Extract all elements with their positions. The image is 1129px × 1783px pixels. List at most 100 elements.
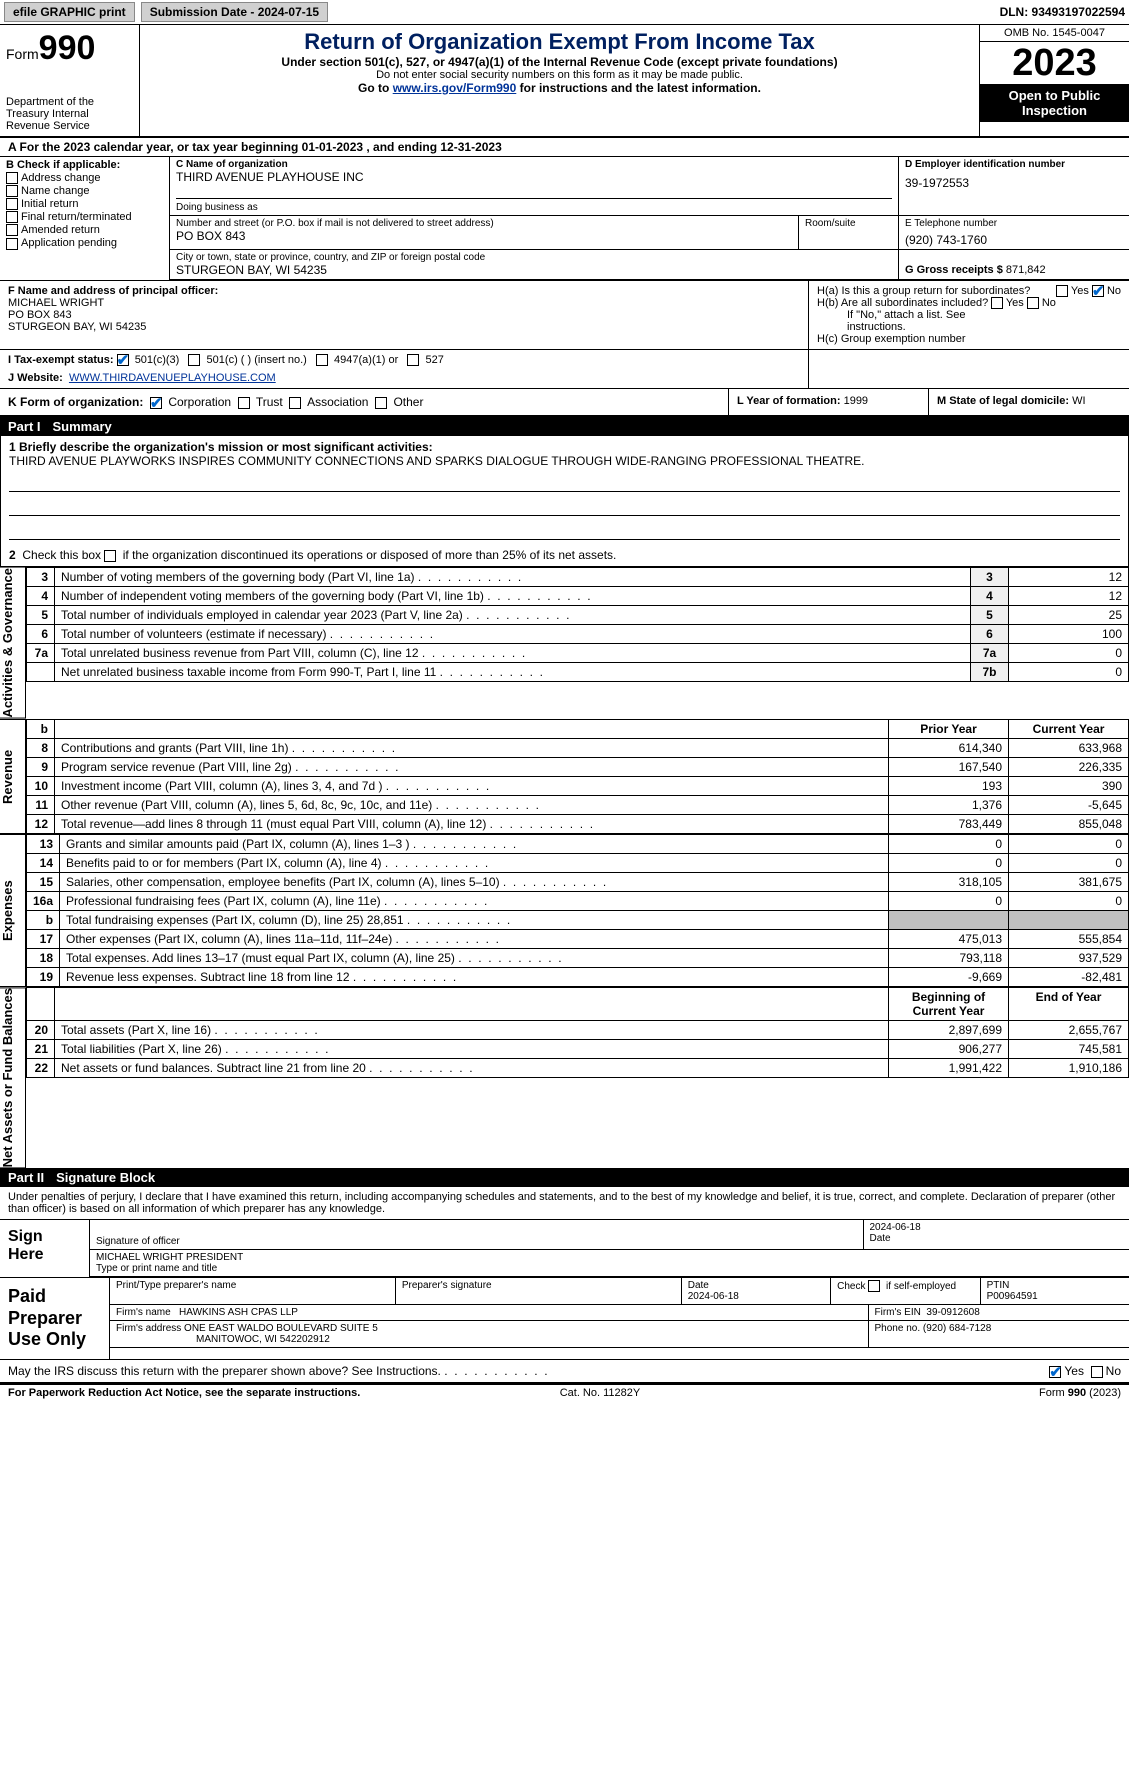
box-hc: H(c) Group exemption number xyxy=(817,333,1121,345)
ein-value: 39-1972553 xyxy=(905,176,1123,190)
firm-addr1: ONE EAST WALDO BOULEVARD SUITE 5 xyxy=(184,1323,378,1334)
discuss-yes[interactable] xyxy=(1049,1366,1061,1378)
table-row: 6Total number of volunteers (estimate if… xyxy=(27,625,1129,644)
chk-self-employed[interactable] xyxy=(868,1280,880,1292)
mission-text: THIRD AVENUE PLAYWORKS INSPIRES COMMUNIT… xyxy=(9,454,1120,468)
table-row: 5Total number of individuals employed in… xyxy=(27,606,1129,625)
officer-name: MICHAEL WRIGHT xyxy=(8,297,800,309)
chk-4947[interactable] xyxy=(316,354,328,366)
chk-527[interactable] xyxy=(407,354,419,366)
table-header-row: bPrior YearCurrent Year xyxy=(27,719,1129,738)
ha-no[interactable] xyxy=(1092,285,1104,297)
website-link[interactable]: WWW.THIRDAVENUEPLAYHOUSE.COM xyxy=(69,372,276,384)
hb-note: If "No," attach a list. See instructions… xyxy=(817,309,1121,333)
row-a-period: A For the 2023 calendar year, or tax yea… xyxy=(0,138,1129,157)
ha-yes[interactable] xyxy=(1056,285,1068,297)
side-governance: Activities & Governance xyxy=(0,567,26,719)
addr-lbl: Number and street (or P.O. box if mail i… xyxy=(176,218,792,229)
table-row: 8Contributions and grants (Part VIII, li… xyxy=(27,738,1129,757)
table-row: 9Program service revenue (Part VIII, lin… xyxy=(27,757,1129,776)
table-row: 13Grants and similar amounts paid (Part … xyxy=(27,834,1129,853)
room-lbl: Room/suite xyxy=(805,218,892,229)
chk-app-pending[interactable] xyxy=(6,238,18,250)
perjury-text: Under penalties of perjury, I declare th… xyxy=(0,1187,1129,1220)
hb-yes[interactable] xyxy=(991,297,1003,309)
table-row: 4Number of independent voting members of… xyxy=(27,587,1129,606)
dln-label: DLN: 93493197022594 xyxy=(1000,5,1125,19)
box-hb: H(b) Are all subordinates included? Yes … xyxy=(817,297,1121,309)
part1-header: Part I Summary xyxy=(0,417,1129,436)
addr-value: PO BOX 843 xyxy=(176,229,792,243)
chk-name-change[interactable] xyxy=(6,185,18,197)
org-name: THIRD AVENUE PLAYHOUSE INC xyxy=(176,170,892,184)
governance-section: Activities & Governance 3Number of votin… xyxy=(0,567,1129,719)
sign-here-lbl: Sign Here xyxy=(0,1220,90,1277)
chk-discontinued[interactable] xyxy=(104,550,116,562)
box-e-lbl: E Telephone number xyxy=(905,218,1123,229)
box-b: B Check if applicable: Address change Na… xyxy=(0,157,170,280)
table-row: Net unrelated business taxable income fr… xyxy=(27,663,1129,682)
city-lbl: City or town, state or province, country… xyxy=(176,252,892,263)
header-subtitle: Under section 501(c), 527, or 4947(a)(1)… xyxy=(148,55,971,69)
phone-value: (920) 743-1760 xyxy=(905,233,1123,247)
submission-date-button[interactable]: Submission Date - 2024-07-15 xyxy=(141,2,328,22)
footer: For Paperwork Reduction Act Notice, see … xyxy=(0,1384,1129,1401)
firm-phone: (920) 684-7128 xyxy=(923,1323,991,1334)
irs-link[interactable]: www.irs.gov/Form990 xyxy=(393,81,517,95)
header-goto: Go to www.irs.gov/Form990 for instructio… xyxy=(148,81,971,95)
side-netassets: Net Assets or Fund Balances xyxy=(0,987,26,1168)
revenue-section: Revenue bPrior YearCurrent Year8Contribu… xyxy=(0,719,1129,834)
table-row: 10Investment income (Part VIII, column (… xyxy=(27,776,1129,795)
chk-501c[interactable] xyxy=(188,354,200,366)
officer-sig-name: MICHAEL WRIGHT PRESIDENT xyxy=(96,1252,1123,1263)
box-c-name-lbl: C Name of organization xyxy=(176,159,892,170)
table-row: 16aProfessional fundraising fees (Part I… xyxy=(27,891,1129,910)
chk-corp[interactable] xyxy=(150,397,162,409)
side-revenue: Revenue xyxy=(0,719,26,834)
cat-no: Cat. No. 11282Y xyxy=(560,1387,641,1399)
chk-other[interactable] xyxy=(375,397,387,409)
chk-trust[interactable] xyxy=(238,397,250,409)
row-fh: F Name and address of principal officer:… xyxy=(0,281,1129,350)
netassets-section: Net Assets or Fund Balances Beginning of… xyxy=(0,987,1129,1168)
table-row: 20Total assets (Part X, line 16)2,897,69… xyxy=(27,1020,1129,1039)
box-d-lbl: D Employer identification number xyxy=(905,159,1123,170)
block-bcdeg: B Check if applicable: Address change Na… xyxy=(0,157,1129,281)
dept-label: Department of the Treasury Internal Reve… xyxy=(6,96,133,132)
paid-preparer-lbl: Paid Preparer Use Only xyxy=(0,1278,110,1359)
line2: 2 Check this box if the organization dis… xyxy=(9,548,1120,562)
table-row: 17Other expenses (Part IX, column (A), l… xyxy=(27,929,1129,948)
city-value: STURGEON BAY, WI 54235 xyxy=(176,263,892,277)
efile-print-button[interactable]: efile GRAPHIC print xyxy=(4,2,135,22)
sign-date: 2024-06-18 xyxy=(870,1222,1124,1233)
chk-amended-return[interactable] xyxy=(6,224,18,236)
table-header-row: Beginning of Current YearEnd of Year xyxy=(27,987,1129,1020)
table-row: bTotal fundraising expenses (Part IX, co… xyxy=(27,910,1129,929)
table-row: 19Revenue less expenses. Subtract line 1… xyxy=(27,967,1129,986)
chk-assoc[interactable] xyxy=(289,397,301,409)
header-note: Do not enter social security numbers on … xyxy=(148,69,971,81)
table-row: 7aTotal unrelated business revenue from … xyxy=(27,644,1129,663)
chk-501c3[interactable] xyxy=(117,354,129,366)
sign-here-row: Sign Here Signature of officer 2024-06-1… xyxy=(0,1220,1129,1278)
box-f-lbl: F Name and address of principal officer: xyxy=(8,285,800,297)
form-footer: Form 990 (2023) xyxy=(1039,1387,1121,1399)
open-to-public: Open to Public Inspection xyxy=(980,84,1129,122)
hb-no[interactable] xyxy=(1027,297,1039,309)
firm-addr2: MANITOWOC, WI 542202912 xyxy=(116,1334,862,1345)
table-row: 15Salaries, other compensation, employee… xyxy=(27,872,1129,891)
page-title: Return of Organization Exempt From Incom… xyxy=(148,29,971,55)
chk-initial-return[interactable] xyxy=(6,198,18,210)
discuss-no[interactable] xyxy=(1091,1366,1103,1378)
table-row: 21Total liabilities (Part X, line 26)906… xyxy=(27,1039,1129,1058)
part2-header: Part II Signature Block xyxy=(0,1168,1129,1187)
chk-final-return[interactable] xyxy=(6,211,18,223)
firm-name: HAWKINS ASH CPAS LLP xyxy=(179,1307,298,1318)
chk-address-change[interactable] xyxy=(6,172,18,184)
box-g-lbl: G Gross receipts $ xyxy=(905,264,1003,276)
firm-ein: 39-0912608 xyxy=(926,1307,979,1318)
row-klm: K Form of organization: Corporation Trus… xyxy=(0,389,1129,417)
prep-date: 2024-06-18 xyxy=(688,1291,824,1302)
chk-self-employed-lbl: Check if self-employed xyxy=(837,1281,956,1292)
gross-receipts: 871,842 xyxy=(1006,264,1046,276)
